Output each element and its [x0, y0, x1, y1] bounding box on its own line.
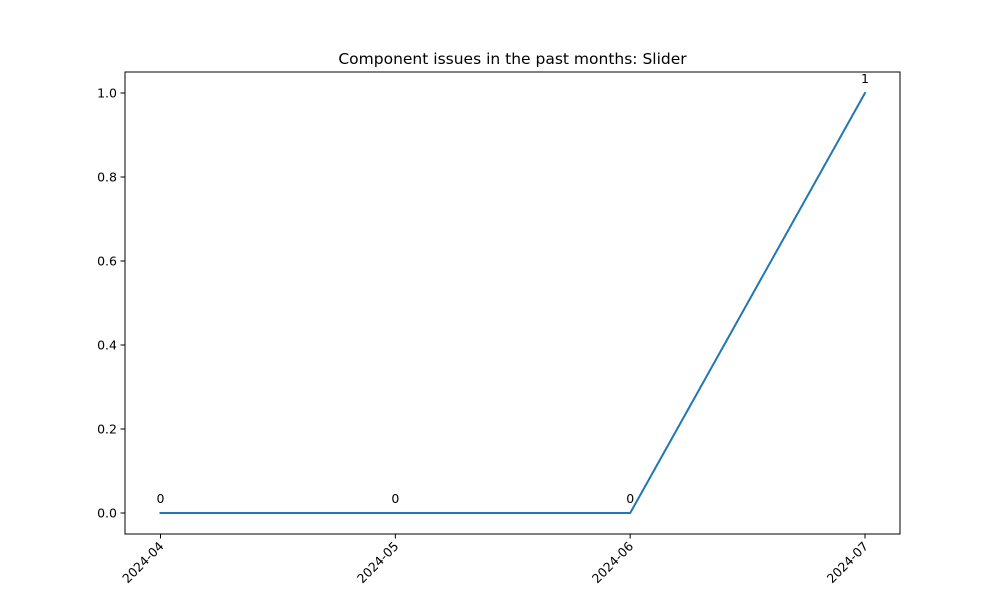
series-line [159, 91, 867, 514]
y-tick-label: 0.4 [97, 338, 117, 353]
data-label: 0 [157, 491, 165, 506]
y-tick-label: 0.2 [97, 422, 117, 437]
y-tick-label: 0.8 [97, 170, 117, 185]
y-tick-label: 1.0 [97, 86, 117, 101]
y-axis: 0.0 0.2 0.4 0.6 0.8 1.0 [97, 86, 125, 521]
data-label: 1 [861, 71, 869, 86]
plot-area-frame [124, 71, 901, 535]
data-label: 0 [626, 491, 634, 506]
y-tick-label: 0.0 [97, 506, 117, 521]
chart-title: Component issues in the past months: Sli… [338, 50, 687, 68]
data-labels: 0 0 0 1 [157, 71, 869, 506]
y-tick-label: 0.6 [97, 254, 117, 269]
data-label: 0 [391, 491, 399, 506]
series-layer [159, 91, 867, 514]
